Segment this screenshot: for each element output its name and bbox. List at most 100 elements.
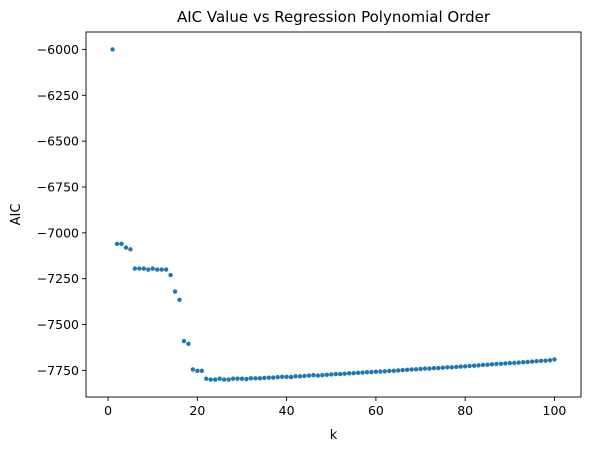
chart-title: AIC Value vs Regression Polynomial Order bbox=[177, 8, 491, 26]
data-point bbox=[253, 376, 258, 381]
data-point bbox=[552, 357, 557, 362]
data-point bbox=[480, 362, 486, 368]
data-point bbox=[476, 363, 481, 368]
data-point bbox=[159, 267, 164, 272]
data-point bbox=[235, 376, 240, 381]
y-tick-label: −6000 bbox=[37, 42, 79, 57]
y-axis-ticks: −6000 −6250 −6500 −6750 −7000 −7250 −7500 −7750 bbox=[37, 42, 86, 378]
data-point bbox=[507, 360, 513, 366]
data-point bbox=[462, 364, 468, 369]
data-point bbox=[199, 368, 205, 373]
data-point bbox=[244, 376, 249, 382]
data-point bbox=[119, 241, 124, 247]
data-point bbox=[275, 374, 280, 380]
data-point bbox=[364, 370, 370, 375]
data-point bbox=[154, 267, 160, 272]
data-point bbox=[311, 372, 316, 378]
data-point bbox=[369, 369, 374, 375]
x-tick-label: 0 bbox=[104, 403, 112, 418]
data-point bbox=[172, 289, 178, 294]
data-point bbox=[346, 371, 352, 376]
data-point bbox=[521, 359, 526, 365]
y-axis-label: AIC bbox=[9, 204, 24, 226]
data-point bbox=[208, 377, 213, 382]
y-tick-label: −7000 bbox=[37, 225, 79, 240]
data-point bbox=[547, 358, 553, 363]
data-point bbox=[302, 373, 307, 379]
x-tick-label: 40 bbox=[279, 403, 295, 418]
data-point bbox=[525, 359, 530, 365]
data-point bbox=[440, 365, 446, 370]
data-point bbox=[324, 372, 329, 378]
data-point bbox=[458, 364, 463, 369]
data-point bbox=[186, 341, 191, 347]
data-point bbox=[471, 363, 477, 368]
data-point bbox=[485, 362, 490, 367]
data-point bbox=[373, 369, 379, 374]
x-axis-ticks: 0 20 40 60 80 100 bbox=[104, 397, 566, 418]
data-point bbox=[226, 377, 231, 382]
data-point bbox=[320, 372, 325, 378]
data-point bbox=[177, 297, 182, 302]
data-point bbox=[494, 361, 499, 367]
data-point bbox=[338, 371, 343, 377]
data-point bbox=[396, 368, 401, 373]
data-point bbox=[128, 247, 133, 252]
data-point bbox=[195, 368, 200, 373]
x-tick-label: 20 bbox=[189, 403, 205, 418]
data-point bbox=[454, 364, 459, 370]
x-tick-label: 80 bbox=[457, 403, 473, 418]
data-point bbox=[355, 370, 361, 375]
y-tick-label: −7750 bbox=[37, 363, 79, 378]
data-point bbox=[404, 367, 410, 373]
data-point bbox=[190, 367, 196, 372]
data-point bbox=[342, 371, 347, 376]
data-point bbox=[217, 376, 222, 381]
data-point bbox=[400, 367, 405, 373]
data-point bbox=[204, 376, 209, 381]
data-point bbox=[181, 338, 187, 344]
data-point bbox=[534, 359, 539, 364]
x-tick-label: 100 bbox=[543, 403, 567, 418]
data-point bbox=[315, 373, 321, 378]
data-point bbox=[266, 375, 271, 380]
data-point bbox=[257, 376, 263, 381]
data-point bbox=[516, 360, 521, 365]
data-point bbox=[279, 374, 285, 380]
data-point bbox=[413, 367, 419, 372]
data-point bbox=[418, 366, 423, 372]
data-point bbox=[137, 266, 142, 271]
data-point bbox=[329, 372, 334, 377]
data-point bbox=[467, 363, 472, 369]
data-point bbox=[498, 361, 504, 366]
data-point bbox=[123, 245, 129, 250]
data-point bbox=[306, 373, 312, 378]
data-point bbox=[489, 362, 495, 367]
data-point bbox=[168, 272, 173, 278]
data-point bbox=[293, 374, 298, 379]
data-point bbox=[503, 361, 508, 366]
data-point bbox=[382, 369, 388, 374]
data-point bbox=[360, 370, 365, 375]
y-tick-label: −6250 bbox=[37, 88, 79, 103]
data-point bbox=[248, 376, 254, 381]
x-tick-label: 60 bbox=[368, 403, 384, 418]
data-point bbox=[449, 365, 454, 370]
data-point bbox=[427, 366, 432, 371]
data-point bbox=[436, 365, 441, 371]
data-point bbox=[150, 266, 155, 271]
plot-area-frame bbox=[85, 31, 582, 398]
data-point bbox=[146, 267, 151, 272]
data-point bbox=[387, 368, 392, 374]
data-point bbox=[239, 376, 245, 381]
data-point bbox=[262, 375, 267, 381]
data-points bbox=[110, 47, 557, 382]
data-point bbox=[409, 367, 414, 372]
data-point bbox=[141, 266, 146, 271]
data-point bbox=[271, 375, 276, 380]
y-tick-label: −7250 bbox=[37, 271, 79, 286]
data-point bbox=[110, 47, 115, 52]
data-point bbox=[543, 358, 548, 363]
data-point bbox=[538, 358, 544, 364]
